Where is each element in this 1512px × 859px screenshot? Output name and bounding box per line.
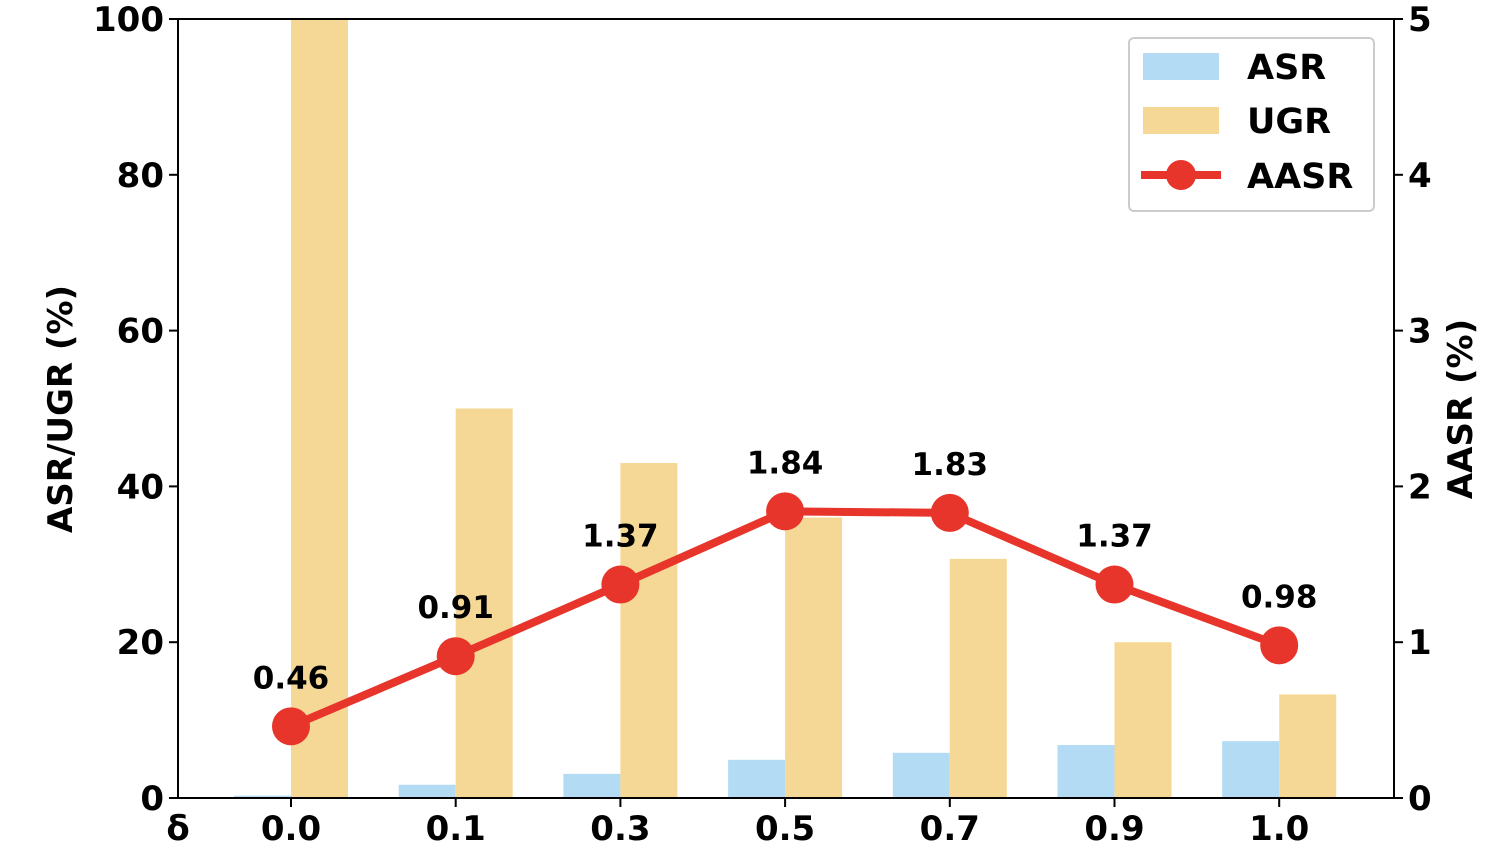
ugr-bar (620, 463, 678, 798)
y-tick-label-left: 60 (117, 312, 164, 352)
aasr-point (1260, 626, 1299, 665)
aasr-data-label: 1.37 (582, 519, 659, 555)
aasr-point (601, 565, 640, 604)
aasr-point (930, 493, 969, 532)
aasr-line-layer (272, 492, 1299, 746)
legend-swatch-ugr (1143, 107, 1219, 134)
y-tick-label-left: 80 (117, 156, 164, 196)
x-tick-label: 0.9 (1084, 809, 1144, 849)
y-axis-label-right: AASR (%) (1441, 319, 1481, 499)
y-tick-label-right: 3 (1408, 312, 1432, 352)
ugr-bar (291, 19, 348, 798)
ugr-bar (1279, 694, 1337, 798)
aasr-data-label: 0.91 (417, 590, 494, 626)
legend-label-asr: ASR (1247, 48, 1326, 88)
legend-label-aasr: AASR (1247, 157, 1353, 197)
y-tick-label-left: 20 (117, 623, 164, 663)
ugr-bar (785, 517, 843, 798)
y-tick-label-right: 5 (1408, 0, 1432, 40)
x-tick-label: 0.5 (755, 809, 815, 849)
legend-label-ugr: UGR (1247, 102, 1331, 142)
aasr-point (766, 492, 805, 531)
ugr-bar (949, 558, 1007, 798)
asr-bar (728, 759, 786, 798)
x-tick-label: 1.0 (1249, 809, 1309, 849)
aasr-point (1095, 565, 1134, 604)
ugr-bar (455, 408, 513, 798)
x-tick-label: 0.0 (261, 809, 321, 849)
y-tick-label-left: 0 (140, 779, 164, 819)
asr-bar (398, 784, 456, 798)
y-tick-label-right: 1 (1408, 623, 1432, 663)
asr-bar (1222, 741, 1280, 798)
ugr-bar (1114, 642, 1172, 798)
asr-bar (892, 752, 950, 798)
asr-bar (234, 795, 291, 798)
x-tick-label: 0.3 (590, 809, 650, 849)
aasr-data-label: 0.46 (253, 660, 330, 696)
x-axis-symbol: δ (166, 809, 189, 849)
x-tick-label: 0.1 (426, 809, 486, 849)
aasr-data-label: 1.84 (747, 445, 824, 481)
data-labels-layer: 0.46 0.91 1.37 1.84 1.83 1.37 0.98 (253, 445, 1318, 696)
aasr-data-label: 1.83 (912, 447, 989, 483)
y-tick-label-right: 2 (1408, 467, 1432, 507)
legend: ASR UGR AASR (1128, 37, 1375, 212)
asr-bar (563, 773, 621, 798)
y-tick-label-left: 100 (93, 0, 164, 40)
aasr-point (436, 637, 475, 676)
aasr-point (272, 707, 310, 746)
y-axis-label-left: ASR/UGR (%) (41, 285, 81, 533)
y-tick-label-left: 40 (117, 467, 164, 507)
y-tick-label-right: 4 (1408, 156, 1432, 196)
axes-layer: 0 20 40 60 80 100 0 1 2 3 4 5 0.0 0.1 0.3 0.5 0.7 0.9 1.0 (93, 0, 1432, 849)
asr-bar (1057, 745, 1115, 798)
legend-swatch-asr (1143, 53, 1219, 80)
aasr-data-label: 0.98 (1241, 579, 1318, 615)
aasr-data-label: 1.37 (1076, 519, 1153, 555)
x-tick-label: 0.7 (920, 809, 980, 849)
bars-layer (234, 19, 1337, 798)
y-tick-label-right: 0 (1408, 779, 1432, 819)
legend-marker-aasr (1166, 160, 1196, 190)
